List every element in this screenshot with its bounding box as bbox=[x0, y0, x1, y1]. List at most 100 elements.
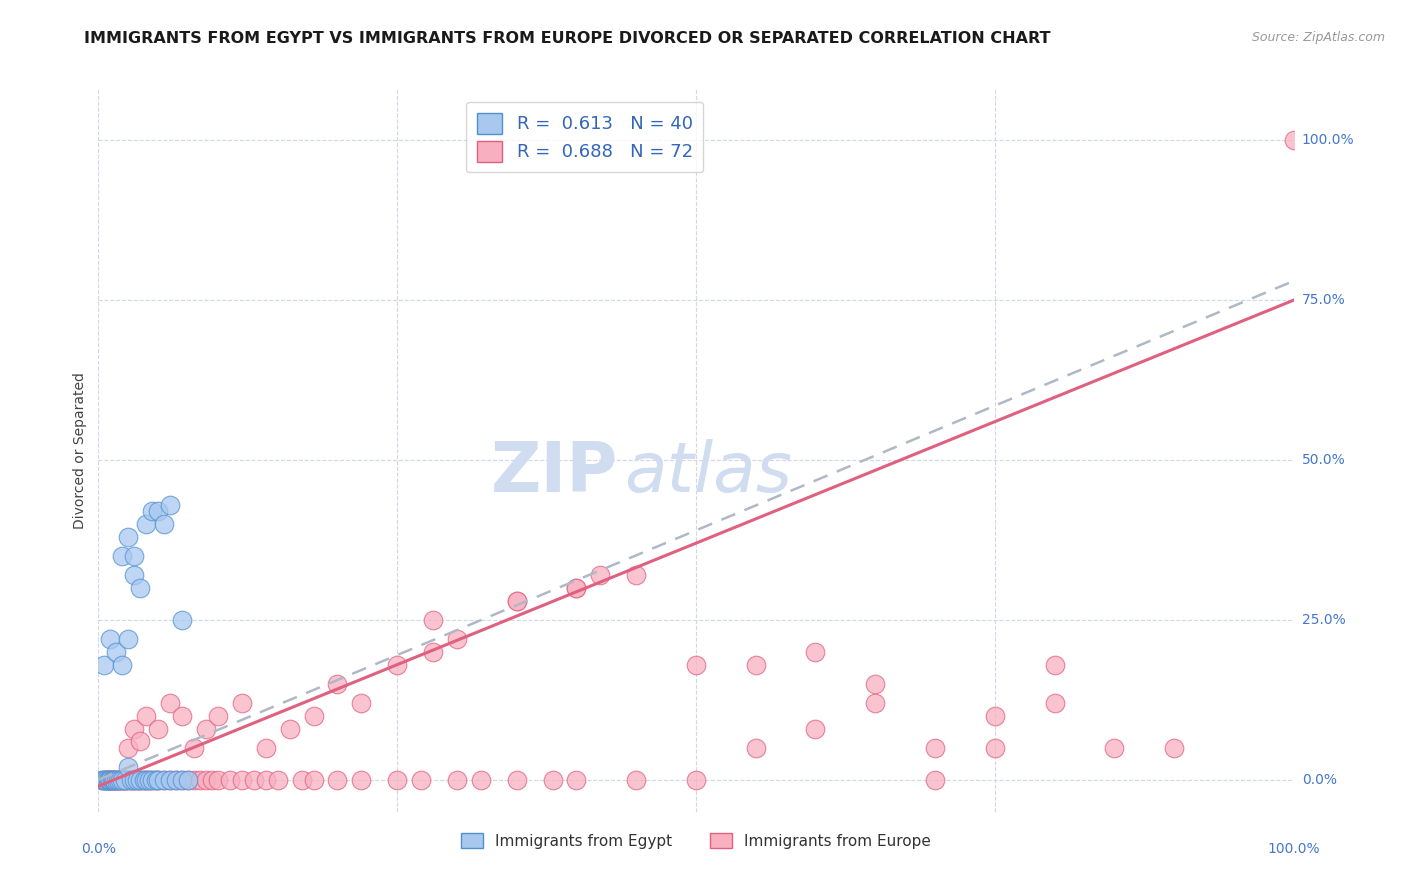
Point bbox=[148, 772, 170, 787]
Point bbox=[115, 772, 138, 787]
Point bbox=[984, 740, 1007, 755]
Point bbox=[105, 645, 128, 659]
Text: atlas: atlas bbox=[624, 439, 792, 506]
Text: ZIP: ZIP bbox=[491, 439, 619, 506]
Point bbox=[1043, 657, 1066, 672]
Point bbox=[135, 516, 157, 531]
Point bbox=[1043, 696, 1066, 710]
Point bbox=[111, 772, 134, 787]
Point bbox=[626, 568, 648, 582]
Point bbox=[804, 645, 827, 659]
Point bbox=[120, 772, 142, 787]
Point bbox=[141, 772, 163, 787]
Point bbox=[422, 613, 444, 627]
Text: 75.0%: 75.0% bbox=[1302, 293, 1346, 307]
Point bbox=[172, 613, 194, 627]
Point bbox=[219, 772, 242, 787]
Point bbox=[91, 772, 114, 787]
Point bbox=[117, 772, 139, 787]
Point bbox=[159, 696, 181, 710]
Point bbox=[446, 772, 468, 787]
Point bbox=[411, 772, 433, 787]
Point bbox=[124, 772, 146, 787]
Point bbox=[120, 772, 142, 787]
Point bbox=[100, 772, 122, 787]
Point bbox=[117, 760, 139, 774]
Y-axis label: Divorced or Separated: Divorced or Separated bbox=[73, 372, 87, 529]
Point bbox=[506, 593, 529, 607]
Point bbox=[111, 772, 134, 787]
Point bbox=[138, 772, 160, 787]
Point bbox=[114, 772, 136, 787]
Point bbox=[326, 677, 349, 691]
Point bbox=[111, 657, 134, 672]
Legend: Immigrants from Egypt, Immigrants from Europe: Immigrants from Egypt, Immigrants from E… bbox=[456, 827, 936, 855]
Point bbox=[124, 549, 146, 563]
Point bbox=[326, 772, 349, 787]
Point bbox=[243, 772, 266, 787]
Point bbox=[100, 772, 122, 787]
Point bbox=[267, 772, 290, 787]
Point bbox=[104, 772, 127, 787]
Point bbox=[107, 772, 129, 787]
Point bbox=[135, 772, 157, 787]
Point bbox=[103, 772, 125, 787]
Text: 0.0%: 0.0% bbox=[82, 842, 115, 856]
Point bbox=[159, 498, 181, 512]
Point bbox=[865, 696, 887, 710]
Point bbox=[124, 568, 146, 582]
Point bbox=[98, 772, 121, 787]
Point bbox=[984, 708, 1007, 723]
Point bbox=[107, 772, 129, 787]
Point bbox=[172, 708, 194, 723]
Text: 100.0%: 100.0% bbox=[1267, 842, 1320, 856]
Point bbox=[1163, 740, 1185, 755]
Point bbox=[141, 772, 163, 787]
Text: 0.0%: 0.0% bbox=[1302, 772, 1337, 787]
Point bbox=[188, 772, 211, 787]
Point bbox=[114, 772, 136, 787]
Point bbox=[626, 772, 648, 787]
Point bbox=[589, 568, 612, 582]
Point bbox=[132, 772, 155, 787]
Point bbox=[470, 772, 492, 787]
Point bbox=[98, 772, 122, 787]
Point bbox=[1104, 740, 1126, 755]
Point bbox=[177, 772, 200, 787]
Point bbox=[159, 772, 181, 787]
Point bbox=[129, 734, 152, 748]
Point bbox=[183, 772, 205, 787]
Point bbox=[350, 772, 373, 787]
Point bbox=[804, 722, 827, 736]
Point bbox=[108, 772, 131, 787]
Point bbox=[924, 740, 946, 755]
Point bbox=[93, 772, 115, 787]
Point bbox=[153, 772, 176, 787]
Point bbox=[135, 772, 157, 787]
Point bbox=[565, 581, 588, 595]
Point bbox=[685, 772, 707, 787]
Point bbox=[105, 772, 128, 787]
Point bbox=[195, 722, 218, 736]
Point bbox=[745, 740, 768, 755]
Point bbox=[148, 504, 170, 518]
Point bbox=[105, 772, 128, 787]
Point bbox=[129, 581, 152, 595]
Point bbox=[302, 708, 325, 723]
Point bbox=[254, 772, 277, 787]
Point bbox=[125, 772, 148, 787]
Point bbox=[128, 772, 150, 787]
Point bbox=[865, 677, 887, 691]
Point bbox=[125, 772, 148, 787]
Point bbox=[422, 645, 444, 659]
Text: Source: ZipAtlas.com: Source: ZipAtlas.com bbox=[1251, 31, 1385, 45]
Point bbox=[172, 772, 194, 787]
Text: 100.0%: 100.0% bbox=[1302, 133, 1354, 147]
Point bbox=[93, 657, 115, 672]
Point bbox=[96, 772, 118, 787]
Point bbox=[145, 772, 167, 787]
Point bbox=[159, 772, 181, 787]
Point bbox=[278, 722, 301, 736]
Point bbox=[165, 772, 187, 787]
Point bbox=[135, 708, 157, 723]
